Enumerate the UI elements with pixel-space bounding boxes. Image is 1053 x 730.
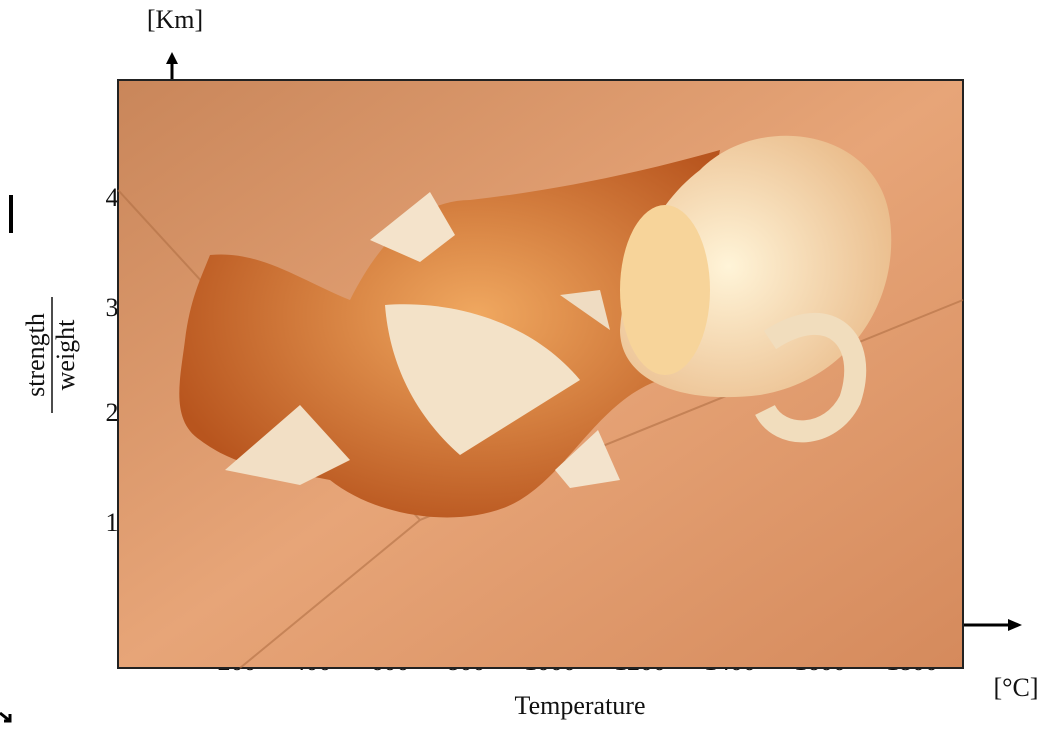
- cup-rim: [620, 205, 710, 375]
- y-label-denominator: weight: [51, 319, 80, 391]
- y-tick-label: 1: [106, 508, 119, 537]
- x-axis-label: Temperature: [515, 691, 646, 720]
- photo: [118, 80, 963, 668]
- x-axis-unit: [°C]: [993, 673, 1038, 702]
- y-axis-unit: [Km]: [147, 5, 203, 34]
- cursor-bar: [9, 195, 13, 233]
- corner-arrow: [0, 713, 10, 721]
- y-axis-arrow: [166, 52, 178, 64]
- y-axis-label: strength weight: [21, 297, 80, 413]
- y-tick-label: 2: [106, 398, 119, 427]
- slide: [Km] strength weight 4 3 2 1 [°C] 200 40…: [0, 0, 1053, 730]
- x-axis-arrow: [1008, 619, 1022, 631]
- y-tick-label: 3: [106, 293, 119, 322]
- y-tick-label: 4: [106, 183, 119, 212]
- y-label-numerator: strength: [21, 313, 50, 397]
